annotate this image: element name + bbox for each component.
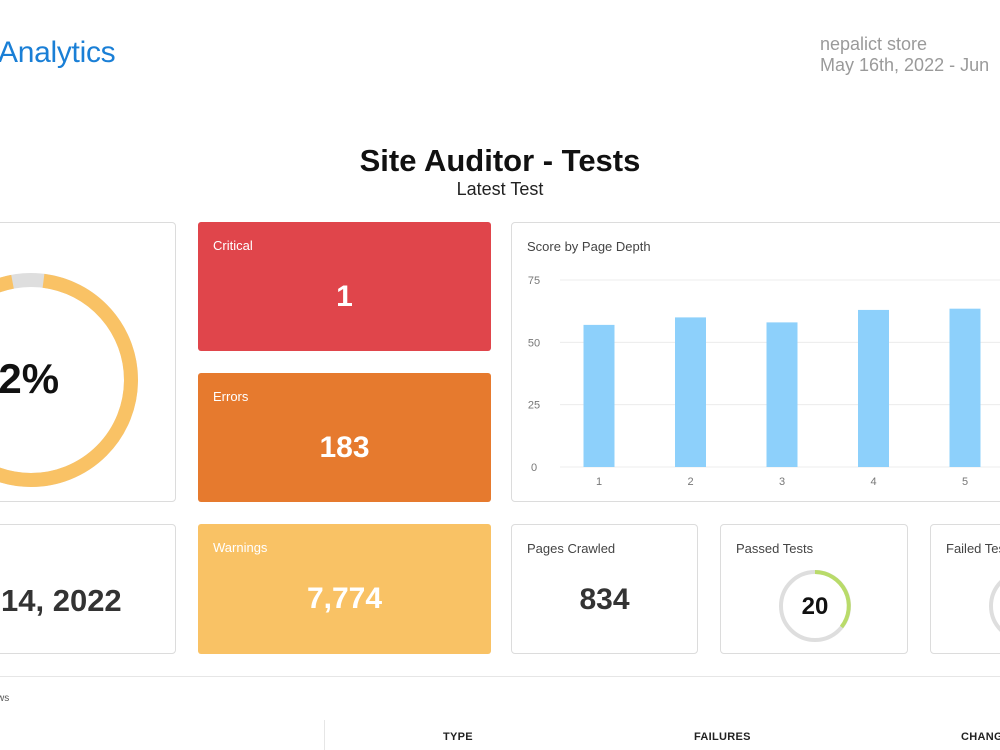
column-header-change[interactable]: CHANG [961,731,1000,743]
score-donut-arc [0,273,138,487]
page-title: Site Auditor - Tests [359,143,641,178]
y-tick-label: 25 [528,400,540,412]
errors-label: Errors [213,389,249,404]
bar-depth-4[interactable] [858,309,889,467]
score-card: 62% [0,222,176,502]
failed-tests-label: Failed Tes [946,541,1000,556]
page-subtitle: Latest Test [456,179,544,199]
pages-crawled-card: Pages Crawled 834 [511,524,698,654]
x-tick-label: 1 [596,476,602,488]
column-header-failures[interactable]: FAILURES [694,731,751,743]
test-date-value: 14, 2022 [1,583,122,618]
warnings-tile[interactable]: Warnings 7,774 [198,524,491,654]
score-by-depth-chart: 0 25 50 75 1 2 3 4 5 [528,275,1000,488]
passed-tests-value: 20 [801,593,829,620]
x-tick-label: 5 [962,476,968,488]
passed-tests-card: Passed Tests 20 [720,524,908,654]
errors-value: 183 [319,431,370,464]
failed-tests-card: Failed Tes [930,524,1000,654]
column-header-type[interactable]: TYPE [443,731,473,743]
rows-label: ws [0,693,10,704]
brand-logo: Analytics [0,36,116,69]
chart-title: Score by Page Depth [527,239,651,254]
passed-ring-arc [814,570,851,629]
y-tick-label: 0 [531,462,537,474]
errors-tile[interactable]: Errors 183 [198,373,491,502]
store-info: nepalict store May 16th, 2022 - Jun [820,34,989,76]
bar-depth-5[interactable] [949,308,981,467]
column-separator [324,720,325,750]
test-date-card: 14, 2022 [0,524,176,654]
failed-ring-track [989,580,1000,632]
critical-label: Critical [213,238,253,253]
y-tick-label: 75 [528,275,540,287]
y-tick-label: 50 [528,337,540,349]
passed-tests-label: Passed Tests [736,541,814,556]
bar-depth-3[interactable] [766,322,798,467]
x-tick-label: 4 [870,476,876,488]
store-name: nepalict store [820,34,928,54]
x-tick-label: 3 [779,476,785,488]
date-range[interactable]: May 16th, 2022 - Jun [820,55,990,75]
critical-tile[interactable]: Critical 1 [198,222,491,351]
failed-tests-ring [989,580,1000,632]
bar-depth-1[interactable] [583,324,615,467]
passed-tests-ring [779,570,851,642]
section-divider [0,676,1000,677]
x-tick-label: 2 [687,476,693,488]
bar-depth-2[interactable] [675,317,706,467]
warnings-value: 7,774 [306,582,383,615]
score-donut [0,273,138,487]
score-value: 62% [0,355,60,402]
pages-crawled-label: Pages Crawled [527,541,616,556]
critical-value: 1 [336,280,353,313]
score-by-depth-card: Score by Page Depth 0 25 50 75 1 2 3 4 5 [511,222,1000,502]
pages-crawled-value: 834 [579,583,630,616]
warnings-label: Warnings [213,540,268,555]
